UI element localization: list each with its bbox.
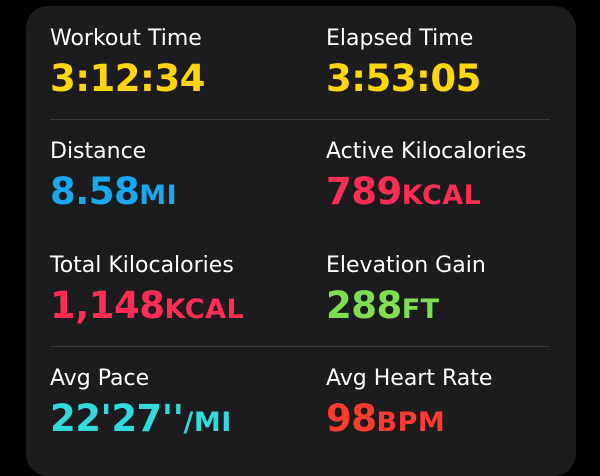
metrics-row-1: Workout Time 3:12:34 Elapsed Time 3:53:0… bbox=[26, 6, 576, 119]
metric-label: Total Kilocalories bbox=[50, 253, 234, 278]
metric-number: 789 bbox=[326, 170, 402, 213]
metric-number: 3:12:34 bbox=[50, 57, 205, 100]
metric-label: Workout Time bbox=[50, 26, 202, 51]
metric-unit: KCAL bbox=[401, 180, 482, 211]
metrics-row-3: Total Kilocalories 1,148KCAL Elevation G… bbox=[26, 233, 576, 346]
workout-summary-card: Workout Time 3:12:34 Elapsed Time 3:53:0… bbox=[26, 6, 576, 476]
metric-number: 1,148 bbox=[50, 284, 165, 327]
row-divider bbox=[50, 346, 550, 347]
metric-value: 22'27''/MI bbox=[50, 395, 232, 447]
metric-unit: FT bbox=[401, 294, 440, 325]
metric-label: Elevation Gain bbox=[326, 253, 486, 278]
metric-number: 288 bbox=[326, 284, 402, 327]
metric-value: 3:12:34 bbox=[50, 55, 205, 107]
metric-number: 98 bbox=[326, 397, 377, 440]
metric-value: 789KCAL bbox=[326, 168, 481, 220]
metric-label: Distance bbox=[50, 139, 147, 164]
metrics-row-4: Avg Pace 22'27''/MI Avg Heart Rate 98BPM bbox=[26, 346, 576, 459]
metric-number: 22'27'' bbox=[50, 397, 184, 440]
metric-label: Active Kilocalories bbox=[326, 139, 527, 164]
metrics-row-2: Distance 8.58MI Active Kilocalories 789K… bbox=[26, 119, 576, 232]
metric-label: Elapsed Time bbox=[326, 26, 474, 51]
metric-label: Avg Heart Rate bbox=[326, 366, 493, 391]
metric-unit: BPM bbox=[376, 407, 446, 438]
metric-label: Avg Pace bbox=[50, 366, 150, 391]
metric-number: 3:53:05 bbox=[326, 57, 481, 100]
metric-value: 1,148KCAL bbox=[50, 282, 244, 334]
metric-value: 3:53:05 bbox=[326, 55, 481, 107]
metric-number: 8.58 bbox=[50, 170, 140, 213]
metric-value: 8.58MI bbox=[50, 168, 177, 220]
metric-unit: /MI bbox=[183, 407, 232, 438]
metric-unit: MI bbox=[139, 180, 178, 211]
metric-unit: KCAL bbox=[164, 294, 245, 325]
metric-value: 288FT bbox=[326, 282, 440, 334]
row-divider bbox=[50, 119, 550, 120]
metric-value: 98BPM bbox=[326, 395, 445, 447]
